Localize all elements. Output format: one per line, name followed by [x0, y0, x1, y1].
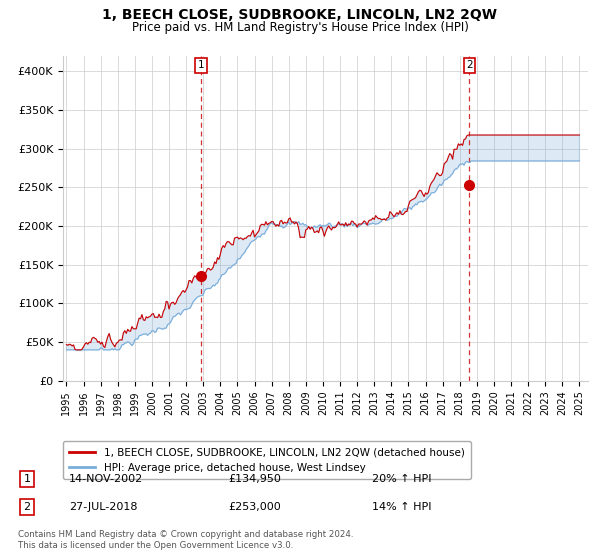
Text: This data is licensed under the Open Government Licence v3.0.: This data is licensed under the Open Gov… — [18, 541, 293, 550]
Text: 2: 2 — [23, 502, 31, 512]
Text: 1, BEECH CLOSE, SUDBROOKE, LINCOLN, LN2 2QW: 1, BEECH CLOSE, SUDBROOKE, LINCOLN, LN2 … — [103, 8, 497, 22]
Text: 14-NOV-2002: 14-NOV-2002 — [69, 474, 143, 484]
Legend: 1, BEECH CLOSE, SUDBROOKE, LINCOLN, LN2 2QW (detached house), HPI: Average price: 1, BEECH CLOSE, SUDBROOKE, LINCOLN, LN2 … — [63, 441, 471, 479]
Text: 14% ↑ HPI: 14% ↑ HPI — [372, 502, 431, 512]
Text: £134,950: £134,950 — [228, 474, 281, 484]
Text: 1: 1 — [197, 60, 205, 71]
Text: 1: 1 — [23, 474, 31, 484]
Text: Price paid vs. HM Land Registry's House Price Index (HPI): Price paid vs. HM Land Registry's House … — [131, 21, 469, 34]
Text: £253,000: £253,000 — [228, 502, 281, 512]
Text: 20% ↑ HPI: 20% ↑ HPI — [372, 474, 431, 484]
Text: Contains HM Land Registry data © Crown copyright and database right 2024.: Contains HM Land Registry data © Crown c… — [18, 530, 353, 539]
Text: 2: 2 — [466, 60, 473, 71]
Text: 27-JUL-2018: 27-JUL-2018 — [69, 502, 137, 512]
